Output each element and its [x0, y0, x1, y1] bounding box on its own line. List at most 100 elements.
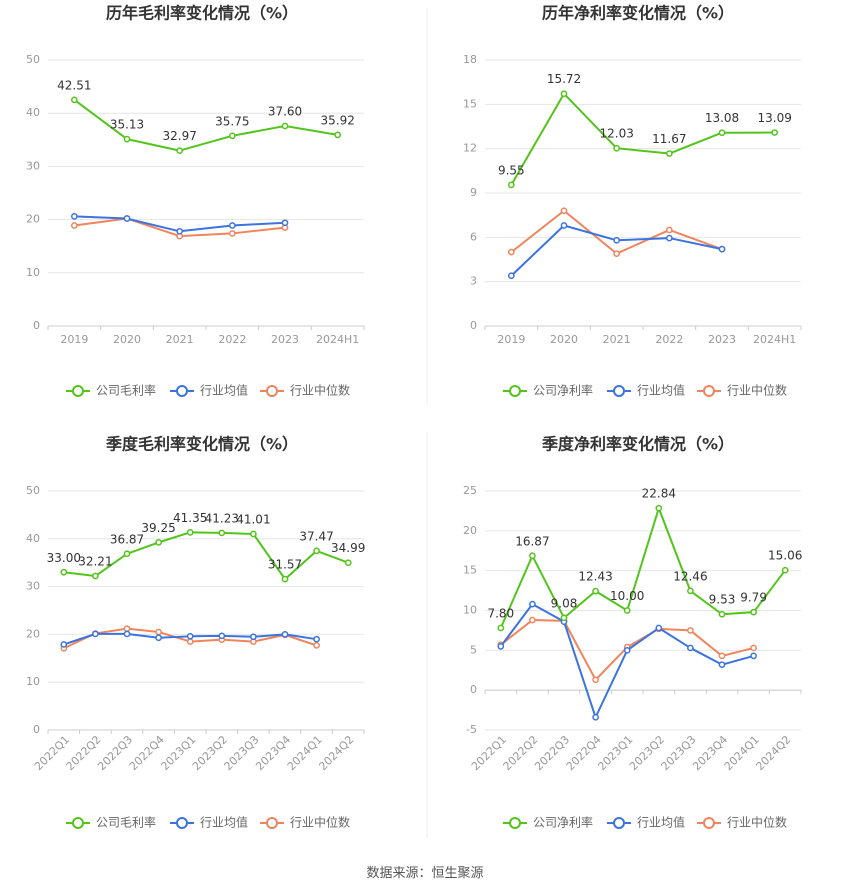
data-point	[781, 566, 789, 574]
data-point	[718, 245, 726, 253]
data-point	[613, 236, 621, 244]
data-label: 41.23	[205, 511, 239, 525]
data-point	[507, 248, 515, 256]
x-tick-label: 2021	[603, 333, 631, 346]
x-tick-label: 2019	[497, 333, 525, 346]
series-line	[499, 507, 786, 629]
data-point	[250, 530, 257, 538]
data-label: 12.46	[673, 569, 707, 583]
legend-label: 行业中位数	[290, 815, 350, 830]
data-point	[70, 96, 78, 104]
data-label: 9.53	[709, 593, 736, 607]
legend-marker	[72, 817, 84, 829]
data-point	[718, 652, 726, 660]
data-point	[750, 608, 757, 616]
data-label: 9.08	[551, 596, 578, 610]
data-point	[529, 552, 536, 560]
legend-label: 公司净利率	[533, 815, 593, 830]
data-label: 42.51	[57, 78, 91, 92]
legend-marker	[509, 385, 521, 397]
data-point	[687, 644, 694, 652]
data-label: 33.00	[47, 551, 81, 565]
legend-label: 公司毛利率	[96, 383, 156, 398]
x-tick-label: 2022	[655, 333, 683, 346]
legend-marker	[703, 817, 715, 829]
legend: 公司毛利率 行业均值 行业中位数	[66, 383, 350, 398]
x-tick-label: 2020	[550, 333, 578, 346]
data-point	[176, 147, 184, 154]
legend-marker	[703, 385, 715, 397]
data-label: 10.00	[610, 589, 644, 603]
data-point	[123, 135, 131, 143]
data-label: 11.67	[652, 132, 686, 146]
y-tick-label: 6	[470, 230, 477, 243]
legend: 公司净利率 行业均值 行业中位数	[503, 815, 787, 830]
data-point	[60, 568, 68, 576]
data-point	[313, 547, 320, 555]
data-label: 12.03	[599, 127, 633, 141]
legend-item: 行业中位数	[260, 815, 350, 830]
legend-label: 行业中位数	[290, 383, 350, 398]
data-point	[497, 643, 505, 650]
data-label: 32.97	[162, 129, 196, 143]
data-label: 15.72	[547, 72, 581, 86]
data-point	[176, 227, 184, 235]
data-point	[250, 633, 257, 641]
legend-marker	[176, 817, 188, 829]
series-line	[510, 92, 775, 186]
y-tick-label: 50	[26, 484, 40, 497]
legend-item: 公司毛利率	[66, 815, 156, 830]
series-2	[70, 213, 289, 235]
data-point	[155, 634, 162, 642]
data-label: 34.99	[331, 541, 365, 555]
data-point	[70, 222, 78, 229]
data-point	[613, 250, 621, 257]
data-point	[529, 616, 536, 624]
data-label: 36.87	[110, 532, 144, 546]
data-label: 41.01	[236, 512, 270, 526]
data-label: 35.13	[110, 118, 144, 132]
data-point	[344, 559, 352, 567]
data-point	[718, 661, 726, 669]
series-2	[60, 630, 320, 648]
data-label: 35.92	[320, 113, 354, 127]
x-tick-label: 2024Q2	[316, 733, 356, 773]
data-point	[529, 600, 536, 608]
legend-label: 行业均值	[637, 815, 685, 830]
data-point	[655, 624, 663, 632]
y-tick-label: 40	[26, 532, 40, 545]
data-point	[592, 587, 599, 595]
y-tick-label: 25	[463, 484, 477, 497]
legend-marker	[613, 385, 625, 397]
legend-item: 行业均值	[170, 383, 248, 398]
y-tick-label: 0	[470, 319, 477, 332]
y-tick-label: 9	[470, 186, 477, 199]
legend-label: 行业均值	[637, 383, 685, 398]
data-label: 37.60	[268, 104, 302, 118]
legend-label: 行业中位数	[727, 815, 787, 830]
y-tick-label: 50	[26, 53, 40, 66]
x-tick-label: 2022	[218, 333, 246, 346]
legend-item: 公司净利率	[503, 383, 593, 398]
data-label: 7.80	[487, 607, 514, 621]
legend-label: 行业均值	[200, 815, 248, 830]
data-point	[123, 215, 131, 222]
data-point	[718, 610, 726, 618]
data-label: 35.75	[215, 114, 249, 128]
legend-item: 公司净利率	[503, 815, 593, 830]
legend-item: 行业均值	[607, 383, 685, 398]
data-point	[123, 550, 131, 558]
data-point	[750, 644, 757, 652]
data-point	[281, 575, 289, 583]
data-point	[623, 646, 631, 654]
y-tick-label: 10	[463, 604, 477, 617]
series-2	[507, 222, 726, 280]
y-tick-label: 40	[26, 106, 40, 119]
data-label: 39.25	[141, 521, 175, 535]
series-line	[510, 209, 723, 255]
chart-1: 历年毛利率变化情况（%） 0 10 20 30 40 50 2019 2020 2021 2022 2…	[26, 4, 365, 398]
x-tick-label: 2023	[708, 333, 736, 346]
data-label: 13.09	[757, 111, 791, 125]
x-tick-label: 2019	[60, 333, 88, 346]
data-point	[771, 129, 779, 136]
